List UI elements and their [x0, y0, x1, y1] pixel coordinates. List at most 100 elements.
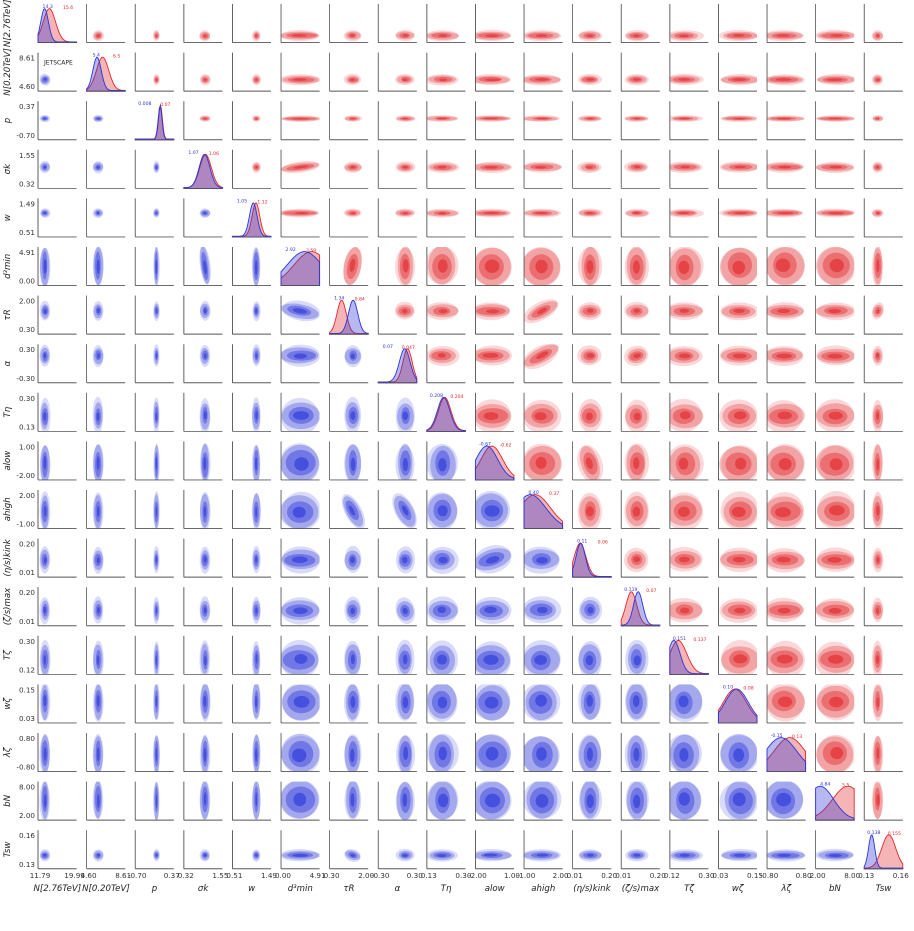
- density-panel-red: [815, 538, 855, 578]
- y-tick-low: 0.03: [19, 714, 35, 723]
- density-panel-blue: [377, 490, 417, 529]
- density-panel-red: [718, 344, 760, 384]
- density-panel-blue: [279, 490, 321, 531]
- density-panel-red: [377, 101, 417, 141]
- density-panel-blue: [473, 538, 514, 578]
- density-panel-blue: [86, 392, 126, 434]
- marginal-6: 1.34 0.84: [329, 296, 369, 335]
- density-panel-blue: [183, 635, 223, 679]
- density-panel-red: [863, 392, 903, 434]
- density-panel-blue: [183, 344, 223, 384]
- density-panel-blue: [183, 830, 223, 870]
- density-panel-red: [572, 344, 612, 384]
- density-panel-red: [863, 490, 903, 531]
- y-tick-high: 0.20: [19, 588, 35, 597]
- peak-label-blue: -0.15: [771, 733, 783, 739]
- density-panel-blue: [329, 344, 369, 384]
- x-axis-label: Tζ: [684, 884, 695, 894]
- density-panel-red: [665, 101, 709, 141]
- peak-label-red: 0.07: [646, 588, 656, 594]
- density-panel-red: [815, 246, 857, 287]
- peak-label-blue: 0.10: [723, 684, 733, 690]
- density-panel-blue: [522, 587, 563, 627]
- y-tick-low: 0.00: [19, 277, 35, 286]
- density-panel-blue: [471, 490, 514, 530]
- peak-label-red: -0.62: [500, 442, 512, 448]
- marginal-1: 5.4 6.5: [86, 53, 126, 92]
- density-panel-blue: [231, 780, 271, 821]
- density-panel-blue: [134, 781, 174, 821]
- density-panel-red: [815, 52, 857, 92]
- density-panel-blue: [471, 780, 514, 821]
- y-axis-label: p: [3, 117, 13, 124]
- peak-label-blue: 0.151: [673, 636, 686, 642]
- density-panel-blue: [134, 198, 174, 238]
- density-panel-blue: [86, 779, 126, 821]
- density-panel-red: [718, 198, 758, 238]
- density-panel-blue: [522, 830, 563, 870]
- y-tick-low: 2.00: [19, 811, 35, 820]
- density-panel-red: [666, 4, 709, 43]
- marginal-10: 0.40 0.37: [523, 490, 564, 530]
- density-panel-red: [815, 295, 856, 335]
- density-panel-red: [765, 683, 806, 724]
- y-axis-label: λζ: [3, 746, 13, 758]
- density-panel-blue: [37, 830, 77, 870]
- peak-label-red: 0.155: [888, 831, 901, 837]
- density-panel-blue: [86, 441, 126, 484]
- density-panel-red: [572, 4, 612, 43]
- x-axis-label: wζ: [732, 884, 745, 894]
- density-panel-blue: [666, 733, 709, 774]
- density-panel-blue: [280, 538, 321, 578]
- x-axis-label: N[0.20TeV]: [82, 884, 130, 894]
- density-panel-blue: [572, 635, 612, 680]
- density-panel-blue: [183, 441, 223, 483]
- density-panel-blue: [329, 490, 369, 530]
- density-panel-red: [183, 101, 223, 141]
- density-panel-blue: [37, 392, 77, 435]
- y-tick-high: 8.00: [19, 783, 35, 792]
- density-panel-blue: [86, 295, 126, 335]
- peak-label-red: 0.137: [693, 637, 706, 643]
- density-panel-blue: [231, 295, 271, 335]
- y-tick-high: 0.30: [19, 637, 35, 646]
- density-panel-red: [472, 4, 514, 43]
- density-panel-red: [863, 295, 903, 335]
- peak-label-red: 0.08: [743, 685, 753, 691]
- density-panel-blue: [329, 538, 369, 578]
- density-panel-red: [620, 52, 660, 92]
- cell-gutters: [36, 0, 913, 879]
- x-axis-label: bN: [829, 884, 841, 894]
- density-panel-red: [231, 149, 271, 189]
- density-panel-blue: [280, 682, 321, 724]
- density-panel-blue: [231, 733, 271, 774]
- y-axis-label: Tζ: [3, 649, 13, 660]
- y-axis-label: N[0.20TeV]: [3, 48, 13, 96]
- density-panel-blue: [280, 295, 321, 335]
- density-panel-red: [377, 4, 417, 43]
- density-panel-blue: [280, 392, 321, 435]
- density-panel-blue: [329, 587, 369, 627]
- density-panel-red: [134, 52, 174, 92]
- marginal-13: 0.151 0.137: [669, 636, 709, 675]
- density-panel-blue: [472, 830, 514, 870]
- marginal-14: 0.10 0.08: [717, 684, 758, 724]
- density-panel-red: [863, 198, 903, 238]
- marginal-4: 1.05 1.12: [231, 198, 272, 238]
- y-axis-label: ahigh: [3, 497, 13, 521]
- density-panel-blue: [86, 733, 126, 775]
- density-panel-red: [665, 149, 709, 189]
- density-panel-red: [664, 392, 709, 433]
- density-panel-blue: [620, 733, 660, 775]
- y-axis-label: bN: [3, 794, 13, 806]
- inset-logo-text: JETSCAPE: [43, 60, 73, 67]
- density-panel-blue: [426, 538, 466, 578]
- density-panel-red: [665, 295, 709, 335]
- density-panel-red: [472, 149, 514, 189]
- density-panel-blue: [134, 441, 174, 484]
- density-panel-red: [377, 246, 417, 287]
- density-panel-blue: [134, 246, 174, 287]
- density-panel-red: [666, 246, 709, 287]
- density-panel-red: [572, 295, 612, 335]
- density-panel-red: [471, 344, 514, 384]
